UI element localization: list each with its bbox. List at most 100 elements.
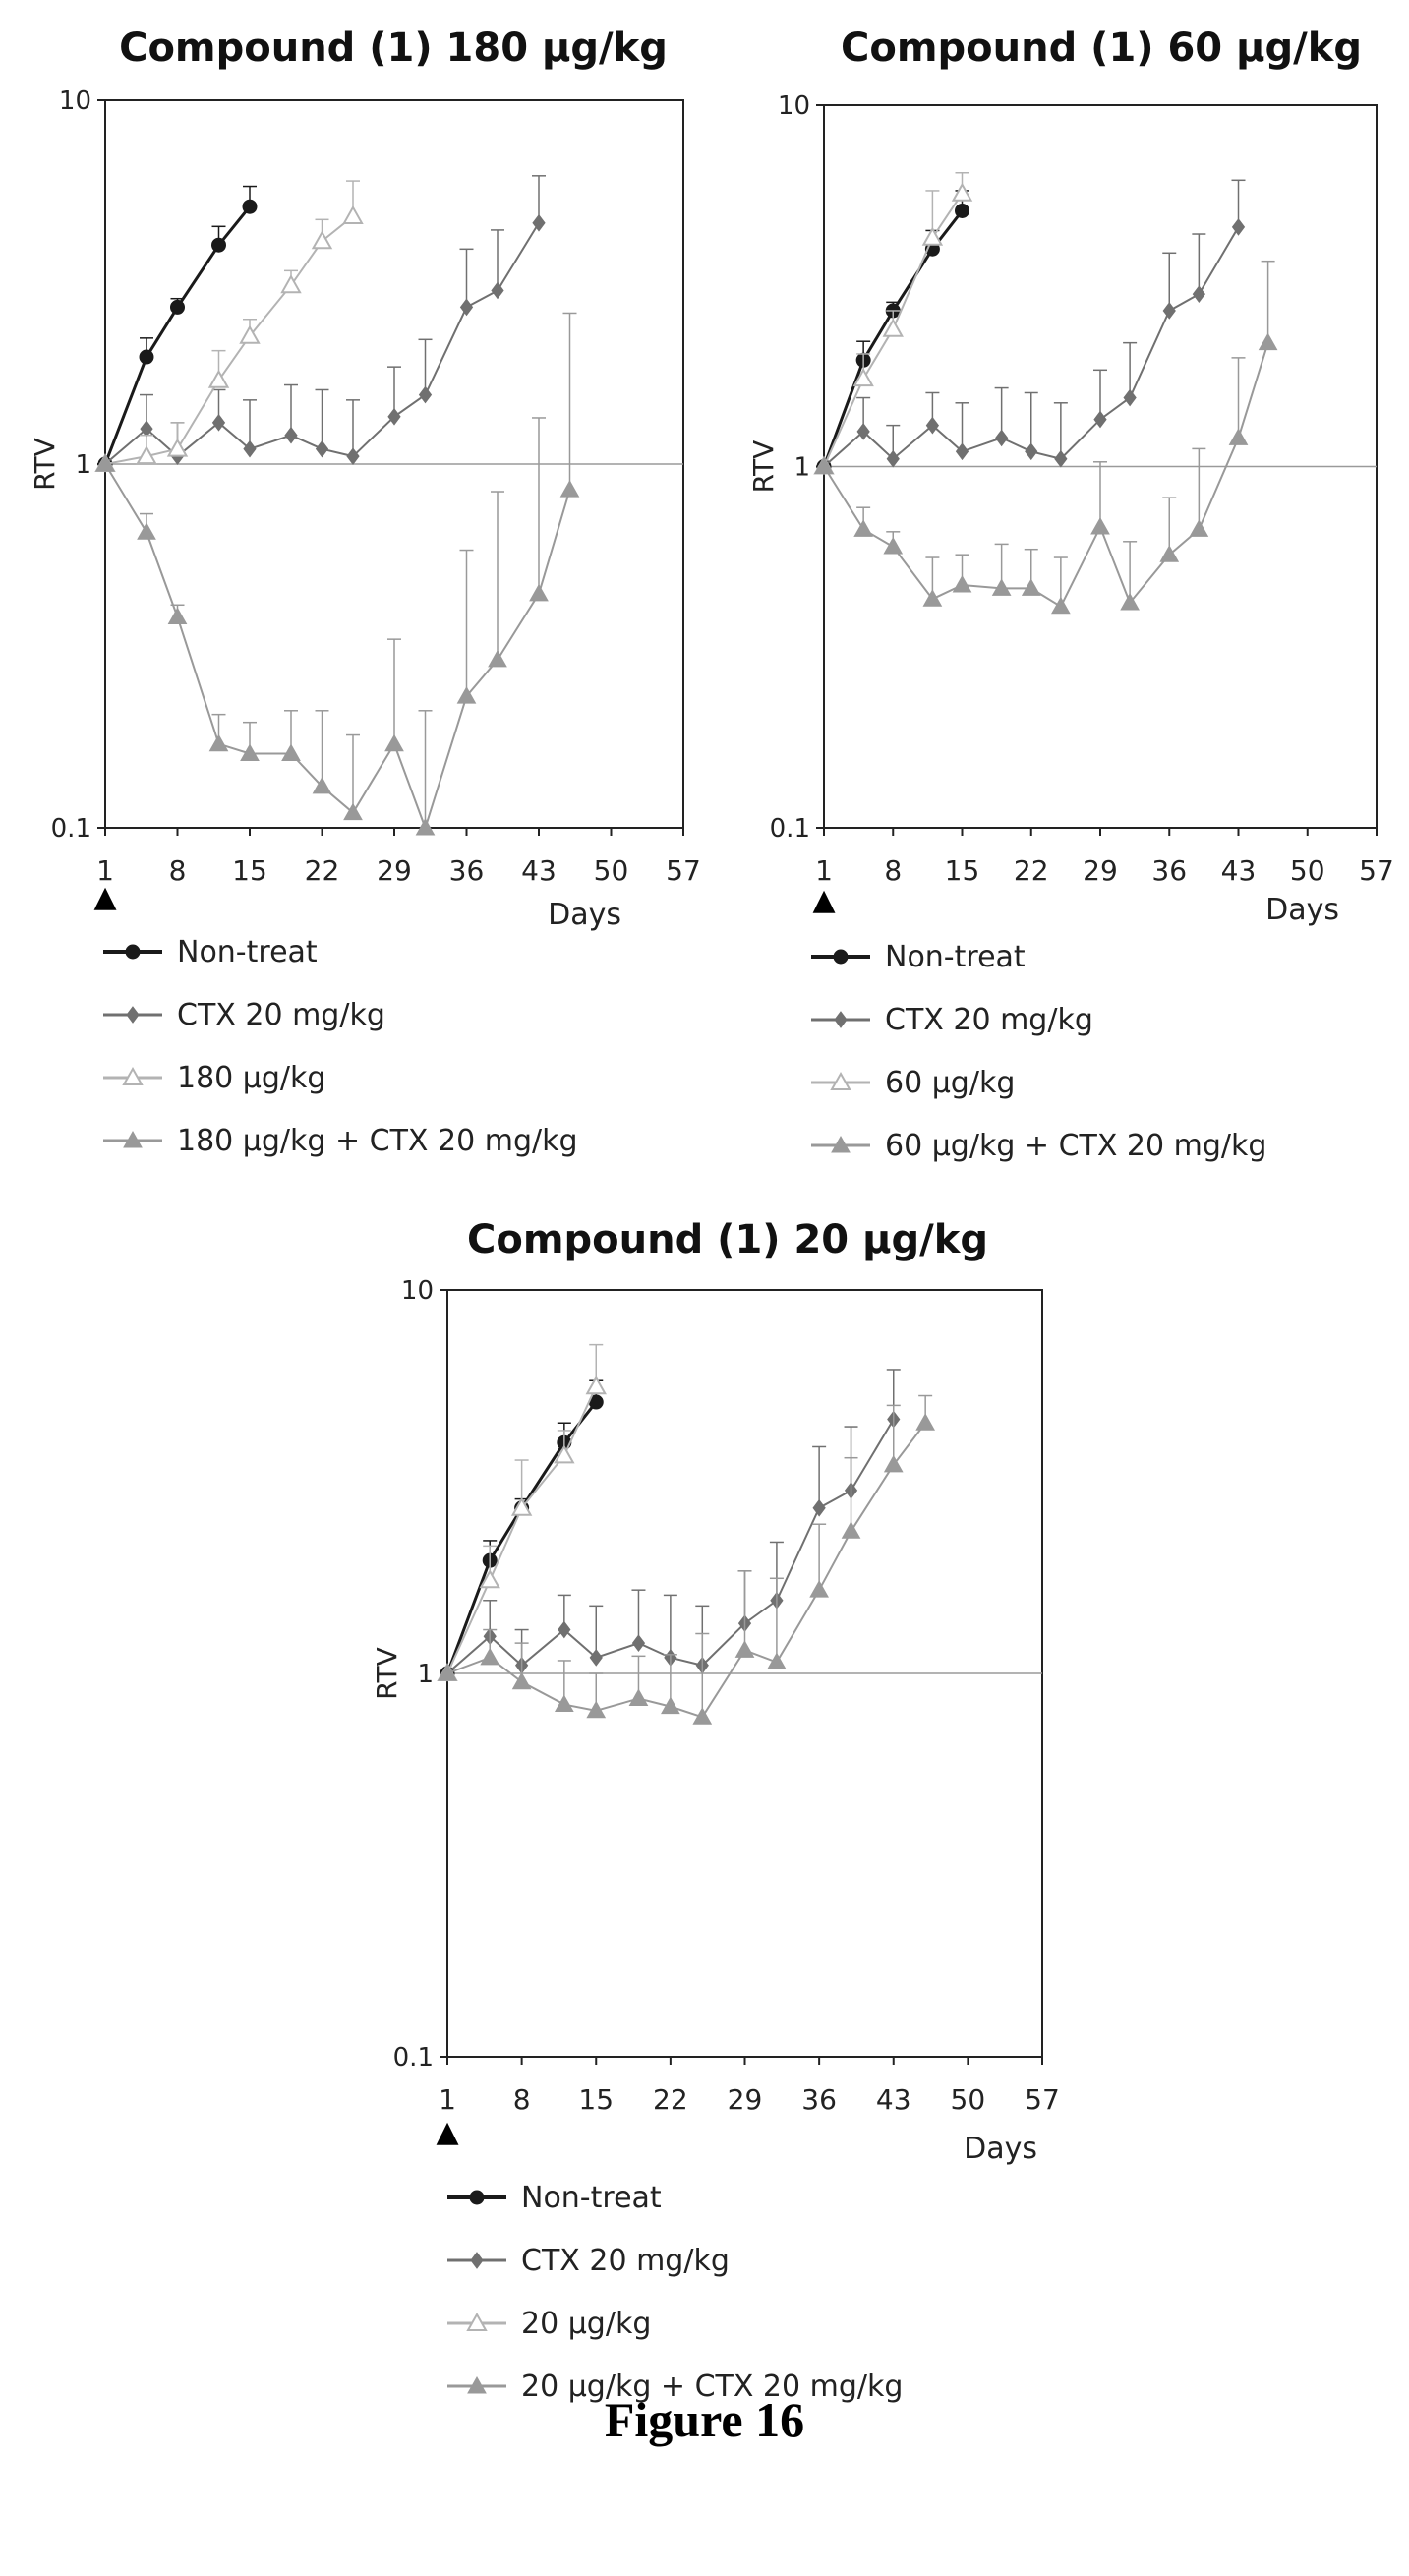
data-point	[915, 1413, 936, 1431]
data-point	[384, 733, 404, 752]
data-point	[767, 1652, 787, 1670]
x-tick-label: 43	[876, 2083, 911, 2116]
legend: Non-treat CTX 20 mg/kg 180 µg/kg 180 µg/kg …	[103, 935, 578, 1158]
y-tick-label: 10	[59, 87, 91, 116]
y-tick-label: 1	[793, 453, 810, 483]
legend-marker	[469, 2190, 485, 2205]
data-point	[1258, 332, 1278, 351]
x-tick-label: 43	[521, 854, 557, 887]
data-point	[1231, 218, 1246, 236]
data-point	[387, 407, 401, 426]
legend-label: Non-treat	[521, 2181, 662, 2215]
x-tick-label: 22	[1014, 854, 1049, 887]
data-point	[1025, 442, 1038, 461]
data-point	[315, 439, 329, 458]
data-point	[585, 1376, 607, 1395]
data-point	[1162, 302, 1176, 320]
data-point	[1021, 578, 1041, 596]
legend-label: Non-treat	[885, 940, 1026, 974]
data-point	[922, 589, 943, 607]
data-point	[346, 447, 360, 465]
legend: Non-treat CTX 20 mg/kg 20 µg/kg 20 µg/kg + …	[447, 2181, 903, 2404]
data-point	[281, 743, 301, 761]
data-point	[280, 274, 302, 294]
dosing-marker: ▲	[436, 2115, 458, 2149]
data-point	[456, 686, 477, 704]
data-point	[589, 1649, 603, 1667]
data-point	[955, 203, 969, 218]
data-point	[554, 1444, 575, 1464]
legend-marker	[125, 944, 141, 960]
data-point	[438, 1663, 457, 1681]
data-point	[883, 537, 904, 555]
x-tick-label: 57	[1025, 2083, 1060, 2116]
series-line	[104, 463, 571, 832]
data-point	[459, 298, 474, 317]
y-axis-label: RTV	[747, 440, 780, 494]
dosing-marker: ▲	[812, 883, 835, 917]
x-axis-label: Days	[964, 2132, 1037, 2166]
x-tick-label: 57	[666, 854, 701, 887]
x-tick-label: 1	[439, 2083, 456, 2116]
y-axis-label: RTV	[371, 1647, 403, 1700]
series-line	[823, 342, 1269, 609]
data-point	[1051, 596, 1071, 615]
data-point	[343, 802, 363, 821]
legend-label: 60 µg/kg	[885, 1066, 1015, 1100]
data-point	[1090, 517, 1110, 535]
y-tick-label: 0.1	[51, 814, 91, 844]
legend-marker	[834, 1011, 848, 1028]
x-tick-label: 22	[305, 854, 340, 887]
data-point	[488, 649, 507, 668]
y-tick-label: 10	[401, 1276, 434, 1306]
series-3	[437, 1343, 607, 1681]
legend-label: 60 µg/kg + CTX 20 mg/kg	[885, 1129, 1266, 1163]
data-point	[886, 449, 900, 468]
data-point	[312, 776, 332, 794]
data-point	[951, 182, 973, 202]
legend-label: 20 µg/kg	[521, 2307, 651, 2341]
data-point	[1123, 388, 1137, 407]
data-point	[243, 439, 257, 458]
data-point	[812, 1498, 826, 1517]
x-tick-label: 29	[1083, 854, 1118, 887]
data-point	[921, 226, 944, 246]
legend-marker	[122, 1066, 144, 1085]
data-point	[995, 429, 1009, 447]
data-point	[342, 205, 364, 224]
legend-label: 180 µg/kg + CTX 20 mg/kg	[177, 1124, 578, 1158]
data-point	[529, 583, 549, 602]
data-point	[139, 349, 154, 365]
legend: Non-treat CTX 20 mg/kg 60 µg/kg 60 µg/kg + …	[811, 940, 1266, 1163]
legend-marker	[830, 1071, 851, 1090]
legend-marker	[470, 2252, 484, 2269]
legend-marker	[466, 2312, 488, 2331]
x-axis-label: Days	[1265, 893, 1339, 927]
data-point	[136, 445, 157, 465]
data-point	[242, 199, 258, 214]
data-point	[415, 817, 436, 836]
y-axis-label: RTV	[29, 438, 61, 491]
x-tick-label: 8	[513, 2083, 531, 2116]
x-tick-label: 1	[96, 854, 114, 887]
data-point	[510, 1496, 533, 1516]
data-point	[856, 423, 870, 440]
x-tick-label: 1	[815, 854, 833, 887]
legend-label: CTX 20 mg/kg	[521, 2244, 730, 2278]
data-point	[239, 324, 261, 344]
data-point	[991, 578, 1012, 596]
x-tick-label: 15	[578, 2083, 614, 2116]
data-point	[95, 453, 115, 472]
x-tick-label: 57	[1359, 854, 1394, 887]
legend-label: CTX 20 mg/kg	[885, 1003, 1093, 1037]
y-tick-label: 1	[75, 450, 91, 480]
data-point	[628, 1688, 649, 1707]
x-tick-label: 15	[232, 854, 267, 887]
data-point	[170, 299, 185, 315]
legend-marker	[833, 949, 849, 965]
data-point	[167, 607, 188, 624]
data-point	[853, 519, 873, 537]
series-3	[94, 180, 364, 472]
